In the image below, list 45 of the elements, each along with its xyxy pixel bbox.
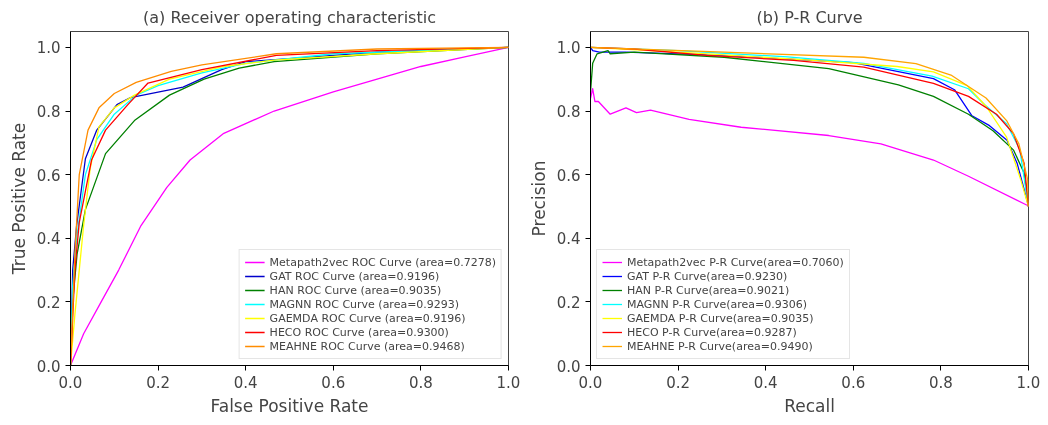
y-tick-label: 0.0: [556, 357, 581, 376]
y-tick-label: 0.4: [556, 230, 581, 249]
y-tick-label: 0.2: [556, 293, 581, 312]
legend-label: Metapath2vec P-R Curve(area=0.7060): [627, 255, 844, 269]
x-tick-label: 0.8: [928, 373, 953, 392]
y-tick-label: 0.8: [556, 103, 581, 122]
legend-label: Metapath2vec ROC Curve (area=0.7278): [269, 255, 496, 269]
x-tick-label: 1.0: [496, 373, 521, 392]
legend-label: HAN ROC Curve (area=0.9035): [269, 283, 442, 297]
chart-title: (b) P-R Curve: [756, 7, 863, 27]
x-tick-label: 0.4: [233, 373, 258, 392]
y-tick-label: 0.6: [36, 166, 61, 185]
legend-label: GAT P-R Curve(area=0.9230): [627, 269, 788, 283]
x-tick-label: 0.0: [578, 373, 603, 392]
x-tick-label: 0.6: [841, 373, 866, 392]
y-tick-label: 0.0: [36, 357, 61, 376]
y-tick-label: 0.8: [36, 103, 61, 122]
x-axis-title: False Positive Rate: [210, 395, 369, 416]
legend-label: GAEMDA P-R Curve(area=0.9035): [627, 311, 814, 325]
y-tick-label: 1.0: [556, 39, 581, 58]
x-tick-label: 0.0: [58, 373, 83, 392]
legend-label: MAGNN P-R Curve(area=0.9306): [627, 297, 808, 311]
legend-label: MEAHNE ROC Curve (area=0.9468): [269, 339, 465, 353]
legend-label: HAN P-R Curve(area=0.9021): [627, 283, 790, 297]
y-tick-label: 0.2: [36, 293, 61, 312]
legend-label: GAT ROC Curve (area=0.9196): [269, 269, 440, 283]
legend-label: HECO P-R Curve(area=0.9287): [627, 325, 797, 339]
x-tick-label: 0.8: [408, 373, 433, 392]
x-tick-label: 0.2: [666, 373, 691, 392]
chart-title: (a) Receiver operating characteristic: [143, 7, 436, 27]
line-series: [590, 88, 1029, 208]
x-axis-title: Recall: [784, 395, 835, 416]
y-tick-label: 1.0: [36, 39, 61, 58]
legend-label: MEAHNE P-R Curve(area=0.9490): [627, 339, 813, 353]
x-tick-label: 0.2: [146, 373, 171, 392]
x-tick-label: 0.6: [321, 373, 346, 392]
y-axis-title: True Positive Rate: [8, 122, 29, 276]
x-tick-label: 0.4: [753, 373, 778, 392]
legend-label: HECO ROC Curve (area=0.9300): [269, 325, 449, 339]
legend-label: GAEMDA ROC Curve (area=0.9196): [269, 311, 466, 325]
legend-label: MAGNN ROC Curve (area=0.9293): [269, 297, 460, 311]
y-axis-title: Precision: [528, 160, 549, 237]
y-tick-label: 0.4: [36, 230, 61, 249]
y-tick-label: 0.6: [556, 166, 581, 185]
x-tick-label: 1.0: [1016, 373, 1041, 392]
